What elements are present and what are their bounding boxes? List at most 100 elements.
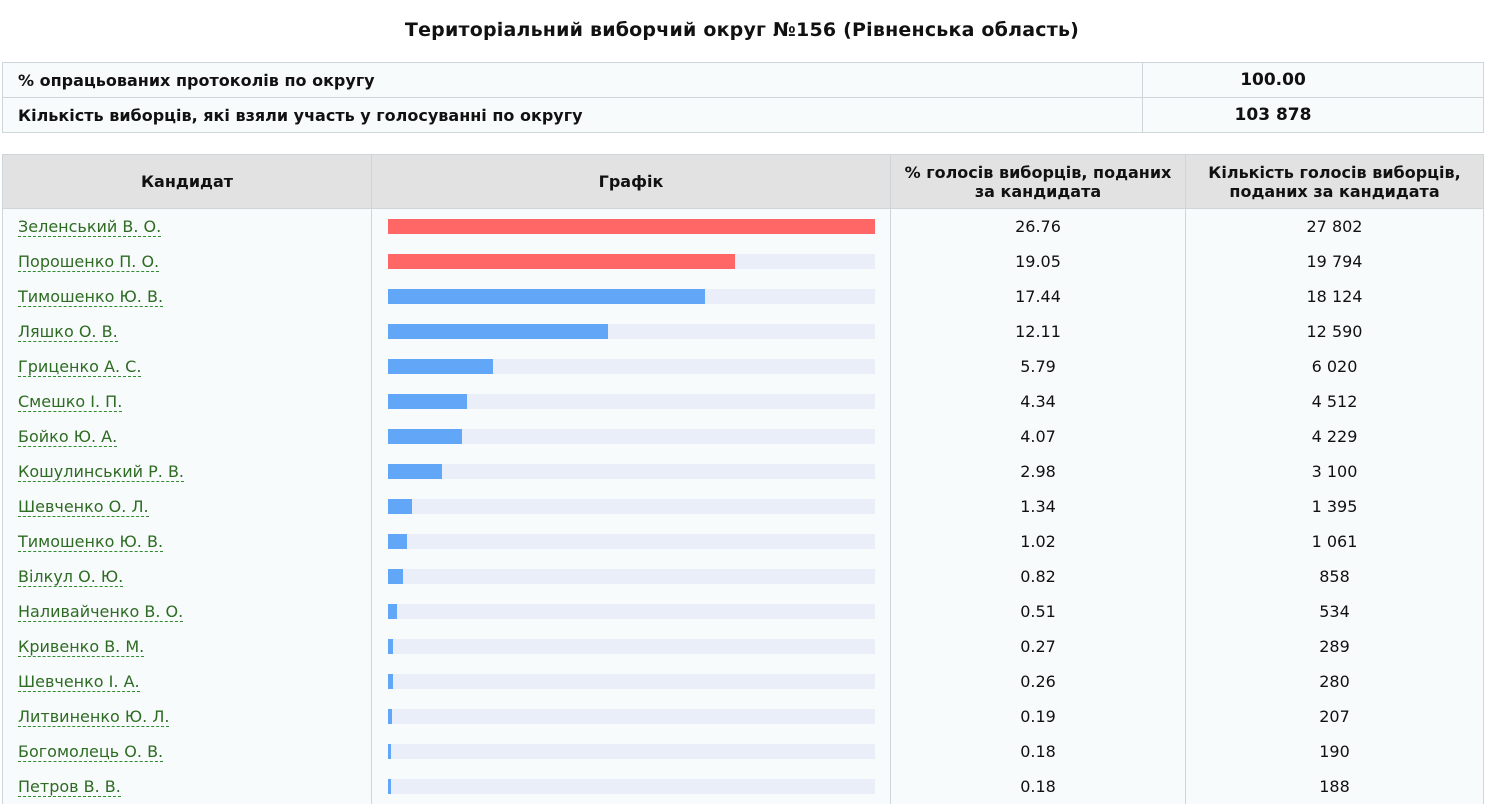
bar-fill: [388, 569, 403, 584]
chart-cell: [371, 279, 891, 314]
bar-track: [388, 639, 875, 654]
bar-fill: [388, 359, 494, 374]
votes-cell: 4 229: [1185, 419, 1484, 454]
chart-cell: [371, 594, 891, 629]
percent-cell: 5.79: [890, 349, 1186, 384]
bar-fill: [388, 464, 443, 479]
chart-cell: [371, 314, 891, 349]
chart-cell: [371, 699, 891, 734]
candidate-cell: Кошулинський Р. В.: [2, 454, 372, 489]
candidate-cell: Порошенко П. О.: [2, 244, 372, 279]
candidate-cell: Ляшко О. В.: [2, 314, 372, 349]
candidate-link[interactable]: Шевченко І. А.: [18, 672, 140, 692]
percent-cell: 0.26: [890, 664, 1186, 699]
candidate-cell: Литвиненко Ю. Л.: [2, 699, 372, 734]
summary-row-turnout: Кількість виборців, які взяли участь у г…: [2, 97, 1484, 133]
candidate-link[interactable]: Зеленський В. О.: [18, 217, 162, 237]
summary-row-protocols: % опрацьованих протоколів по округу 100.…: [2, 62, 1484, 98]
candidate-link[interactable]: Петров В. В.: [18, 777, 121, 797]
votes-cell: 18 124: [1185, 279, 1484, 314]
bar-track: [388, 534, 875, 549]
percent-cell: 2.98: [890, 454, 1186, 489]
chart-cell: [371, 244, 891, 279]
candidate-link[interactable]: Наливайченко В. О.: [18, 602, 184, 622]
table-row: Шевченко О. Л. 1.34 1 395: [2, 489, 1484, 524]
bar-fill: [388, 219, 875, 234]
chart-cell: [371, 734, 891, 769]
bar-fill: [388, 499, 413, 514]
table-row: Тимошенко Ю. В. 17.44 18 124: [2, 279, 1484, 314]
votes-cell: 4 512: [1185, 384, 1484, 419]
table-row: Петров В. В. 0.18 188: [2, 769, 1484, 804]
votes-cell: 3 100: [1185, 454, 1484, 489]
header-percent: % голосів виборців, поданих за кандидата: [890, 154, 1186, 209]
header-count: Кількість голосів виборців, поданих за к…: [1185, 154, 1484, 209]
candidate-link[interactable]: Порошенко П. О.: [18, 252, 160, 272]
bar-fill: [388, 394, 467, 409]
candidate-link[interactable]: Вілкул О. Ю.: [18, 567, 124, 587]
candidate-link[interactable]: Смешко І. П.: [18, 392, 123, 412]
candidate-cell: Зеленський В. О.: [2, 208, 372, 244]
table-row: Ляшко О. В. 12.11 12 590: [2, 314, 1484, 349]
table-row: Бойко Ю. А. 4.07 4 229: [2, 419, 1484, 454]
bar-fill: [388, 639, 393, 654]
table-row: Гриценко А. С. 5.79 6 020: [2, 349, 1484, 384]
votes-cell: 534: [1185, 594, 1484, 629]
candidate-cell: Бойко Ю. А.: [2, 419, 372, 454]
candidate-cell: Петров В. В.: [2, 769, 372, 804]
table-row: Зеленський В. О. 26.76 27 802: [2, 208, 1484, 244]
percent-cell: 0.18: [890, 734, 1186, 769]
percent-cell: 0.82: [890, 559, 1186, 594]
chart-cell: [371, 419, 891, 454]
candidate-cell: Гриценко А. С.: [2, 349, 372, 384]
chart-cell: [371, 384, 891, 419]
summary-label-protocols: % опрацьованих протоколів по округу: [2, 62, 1143, 98]
votes-cell: 280: [1185, 664, 1484, 699]
table-row: Литвиненко Ю. Л. 0.19 207: [2, 699, 1484, 734]
candidate-link[interactable]: Богомолець О. В.: [18, 742, 164, 762]
bar-fill: [388, 289, 706, 304]
header-chart: Графік: [371, 154, 891, 209]
table-row: Наливайченко В. О. 0.51 534: [2, 594, 1484, 629]
percent-cell: 19.05: [890, 244, 1186, 279]
bar-track: [388, 709, 875, 724]
candidate-link[interactable]: Кривенко В. М.: [18, 637, 145, 657]
bar-track: [388, 394, 875, 409]
votes-cell: 19 794: [1185, 244, 1484, 279]
results-header-row: Кандидат Графік % голосів виборців, пода…: [2, 154, 1484, 209]
bar-track: [388, 499, 875, 514]
table-row: Смешко І. П. 4.34 4 512: [2, 384, 1484, 419]
candidate-link[interactable]: Бойко Ю. А.: [18, 427, 118, 447]
candidate-link[interactable]: Гриценко А. С.: [18, 357, 142, 377]
candidate-cell: Смешко І. П.: [2, 384, 372, 419]
bar-track: [388, 254, 875, 269]
summary-table: % опрацьованих протоколів по округу 100.…: [2, 62, 1484, 133]
candidate-link[interactable]: Литвиненко Ю. Л.: [18, 707, 170, 727]
candidate-link[interactable]: Кошулинський Р. В.: [18, 462, 184, 482]
chart-cell: [371, 664, 891, 699]
bar-track: [388, 674, 875, 689]
percent-cell: 4.07: [890, 419, 1186, 454]
candidate-link[interactable]: Шевченко О. Л.: [18, 497, 149, 517]
bar-track: [388, 464, 875, 479]
page-title: Територіальний виборчий округ №156 (Рівн…: [404, 19, 1080, 41]
candidate-cell: Кривенко В. М.: [2, 629, 372, 664]
votes-cell: 188: [1185, 769, 1484, 804]
candidate-link[interactable]: Тимошенко Ю. В.: [18, 287, 164, 307]
bar-track: [388, 779, 875, 794]
bar-track: [388, 604, 875, 619]
results-table: Кандидат Графік % голосів виборців, пода…: [2, 154, 1484, 804]
candidate-link[interactable]: Ляшко О. В.: [18, 322, 118, 342]
candidate-cell: Тимошенко Ю. В.: [2, 279, 372, 314]
candidate-link[interactable]: Тимошенко Ю. В.: [18, 532, 164, 552]
votes-cell: 1 061: [1185, 524, 1484, 559]
table-row: Богомолець О. В. 0.18 190: [2, 734, 1484, 769]
chart-cell: [371, 489, 891, 524]
candidate-cell: Тимошенко Ю. В.: [2, 524, 372, 559]
percent-cell: 12.11: [890, 314, 1186, 349]
summary-value-protocols: 100.00: [1142, 62, 1484, 98]
bar-fill: [388, 744, 392, 759]
results-body: Зеленський В. О. 26.76 27 802 Порошенко П. …: [2, 208, 1484, 804]
bar-fill: [388, 709, 392, 724]
